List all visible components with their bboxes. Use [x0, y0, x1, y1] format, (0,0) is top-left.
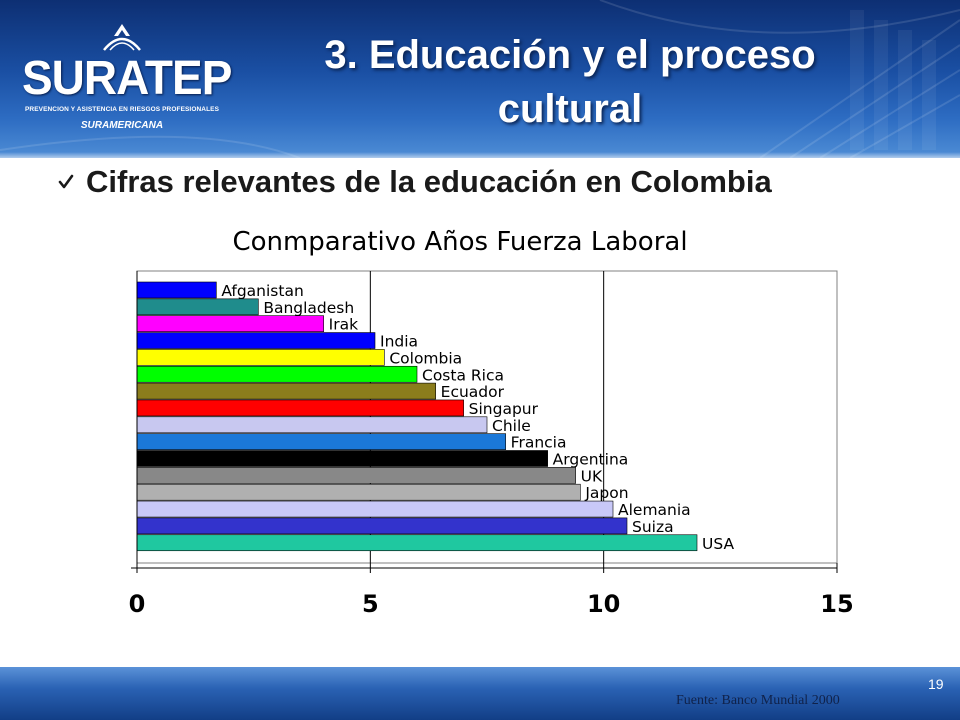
- bar: [136, 483, 581, 501]
- header-decoration: [0, 0, 960, 158]
- logo-brand: SURAMERICANA: [80, 120, 164, 131]
- x-tick-label: 15: [820, 590, 853, 618]
- source-note: Fuente: Banco Mundial 2000: [676, 693, 840, 708]
- bar-label: Irak: [329, 316, 358, 334]
- slide-title-line2: cultural: [497, 87, 643, 131]
- bar: [136, 416, 488, 434]
- bar-label: Afganistan: [221, 282, 303, 300]
- footer-bar: [0, 667, 960, 720]
- suratep-logo: SURATEP PREVENCION Y ASISTENCIA EN RIESG…: [22, 22, 232, 131]
- bar-label: Ecuador: [441, 383, 505, 401]
- bar: [136, 315, 324, 333]
- bar: [136, 433, 506, 450]
- bar-label: UK: [581, 467, 603, 485]
- checkmark-icon: [58, 174, 74, 189]
- bar: [136, 399, 464, 417]
- page-number: 19: [928, 676, 944, 692]
- bar-label: Japon: [584, 484, 628, 502]
- bar-label: India: [380, 333, 418, 351]
- slide-title-line1: 3. Educación y el proceso: [324, 33, 816, 77]
- bar: [136, 332, 376, 349]
- bar-label: Bangladesh: [263, 299, 354, 317]
- bar-label: Chile: [492, 417, 531, 435]
- x-tick-label: 0: [129, 590, 146, 618]
- bar: [136, 534, 698, 552]
- bar: [136, 500, 614, 518]
- x-tick-label: 5: [362, 590, 379, 618]
- logo-subtitle: PREVENCION Y ASISTENCIA EN RIESGOS PROFE…: [24, 106, 220, 113]
- x-tick-label: 10: [587, 590, 620, 618]
- subtitle-row: Cifras relevantes de la educación en Col…: [58, 162, 772, 202]
- bar: [136, 467, 576, 484]
- bar: [136, 382, 436, 400]
- bar-label: Argentina: [553, 451, 629, 469]
- bar-label: Francia: [511, 434, 567, 452]
- bar-label: Suiza: [632, 518, 674, 536]
- logo-text: SURATEP: [22, 49, 232, 105]
- bar-label: Alemania: [618, 501, 691, 519]
- bar: [136, 365, 418, 383]
- slide-title: 3. Educación y el proceso cultural: [250, 28, 890, 136]
- bar: [136, 298, 259, 316]
- bar: [136, 450, 548, 467]
- bar-label: Colombia: [389, 349, 462, 367]
- bar: [136, 281, 217, 299]
- bar: [136, 517, 628, 535]
- bar: [136, 349, 385, 366]
- bar-chart: Conmparativo Años Fuerza Laboral Afganist…: [129, 227, 854, 618]
- logo-mark-icon: [103, 24, 141, 51]
- bar-label: USA: [702, 535, 734, 553]
- header-banner: SURATEP PREVENCION Y ASISTENCIA EN RIESG…: [0, 0, 960, 158]
- bar-label: Singapur: [469, 400, 539, 418]
- slide-subtitle: Cifras relevantes de la educación en Col…: [86, 164, 772, 199]
- bar-label: Costa Rica: [422, 366, 504, 384]
- chart-title: Conmparativo Años Fuerza Laboral: [232, 227, 687, 257]
